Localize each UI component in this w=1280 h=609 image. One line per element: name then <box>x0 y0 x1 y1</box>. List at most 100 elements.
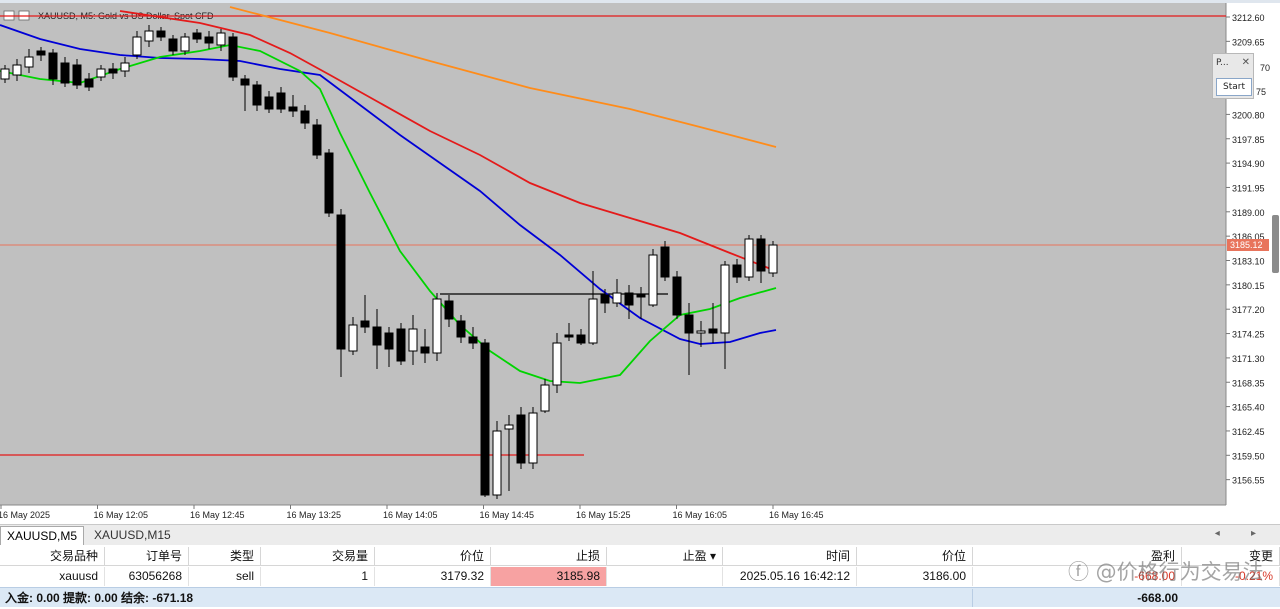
cell-take-profit[interactable] <box>607 567 723 586</box>
header-symbol[interactable]: 交易品种 <box>0 547 105 566</box>
cell-type[interactable]: sell <box>189 567 261 586</box>
bull-candle[interactable] <box>612 292 622 304</box>
bear-candle[interactable] <box>624 292 634 306</box>
bear-candle[interactable] <box>312 124 322 156</box>
bear-candle[interactable] <box>600 294 610 304</box>
bull-candle[interactable] <box>588 298 598 344</box>
cell-open-price[interactable]: 3179.32 <box>375 567 491 586</box>
bull-candle[interactable] <box>768 244 778 274</box>
bull-candle[interactable] <box>0 68 10 80</box>
tab-xauusd-m5[interactable]: XAUUSD,M5 <box>0 526 84 546</box>
bear-candle[interactable] <box>444 300 454 320</box>
bull-candle[interactable] <box>408 328 418 352</box>
bull-candle[interactable] <box>648 254 658 306</box>
bear-candle[interactable] <box>192 32 202 40</box>
bear-candle[interactable] <box>288 106 298 112</box>
cell-current-price[interactable]: 3186.00 <box>857 567 973 586</box>
header-take-profit[interactable]: 止盈 ▾ <box>607 547 723 566</box>
bear-candle[interactable] <box>456 320 466 338</box>
bear-candle[interactable] <box>228 36 238 78</box>
bear-candle[interactable] <box>84 78 94 88</box>
bull-candle[interactable] <box>696 330 706 334</box>
bear-candle[interactable] <box>660 246 670 278</box>
chart-canvas[interactable]: XAUUSD, M5: Gold vs US Dollar, Spot CFD 3… <box>0 3 1280 523</box>
bull-candle[interactable] <box>132 36 142 56</box>
cell-symbol[interactable]: xauusd <box>0 567 105 586</box>
bear-candle[interactable] <box>336 214 346 350</box>
header-stop-loss[interactable]: 止损 <box>491 547 607 566</box>
close-icon[interactable]: ✕ <box>1241 57 1250 68</box>
bear-candle[interactable] <box>372 326 382 346</box>
time-tick-label: 16 May 14:45 <box>480 510 535 520</box>
bear-candle[interactable] <box>756 238 766 272</box>
bull-candle[interactable] <box>744 238 754 278</box>
bear-candle[interactable] <box>564 334 574 338</box>
bear-candle[interactable] <box>300 110 310 124</box>
start-button[interactable]: Start <box>1216 78 1252 96</box>
cell-order-id[interactable]: 63056268 <box>105 567 189 586</box>
bear-candle[interactable] <box>324 152 334 214</box>
cell-profit[interactable]: -668.00 <box>972 567 1182 586</box>
bull-candle[interactable] <box>432 298 442 354</box>
bear-candle[interactable] <box>684 314 694 334</box>
bull-candle[interactable] <box>24 56 34 68</box>
time-tick-label: 16 May 15:25 <box>576 510 631 520</box>
tab-xauusd-m15[interactable]: XAUUSD,M15 <box>94 528 171 542</box>
header-time[interactable]: 时间 <box>723 547 857 566</box>
tab-scroll-arrows-icon[interactable]: ◂ ▸ <box>1214 528 1270 539</box>
cell-time[interactable]: 2025.05.16 16:42:12 <box>723 567 857 586</box>
bull-candle[interactable] <box>528 412 538 464</box>
price-tick-label: 3171.30 <box>1232 354 1265 364</box>
bear-candle[interactable] <box>204 36 214 44</box>
bear-candle[interactable] <box>480 342 490 496</box>
bear-candle[interactable] <box>384 332 394 350</box>
header-profit[interactable]: 盈利 <box>972 547 1182 566</box>
cell-volume[interactable]: 1 <box>261 567 375 586</box>
bear-candle[interactable] <box>708 328 718 334</box>
bear-candle[interactable] <box>420 346 430 354</box>
bull-candle[interactable] <box>540 384 550 412</box>
bull-candle[interactable] <box>120 62 130 72</box>
bull-candle[interactable] <box>504 424 514 430</box>
plot-background[interactable] <box>0 3 1226 505</box>
bear-candle[interactable] <box>516 414 526 464</box>
price-chart[interactable]: XAUUSD, M5: Gold vs US Dollar, Spot CFD 3… <box>0 3 1280 523</box>
bear-candle[interactable] <box>672 276 682 316</box>
bear-candle[interactable] <box>252 84 262 106</box>
bear-candle[interactable] <box>576 334 586 344</box>
bear-candle[interactable] <box>360 320 370 328</box>
bear-candle[interactable] <box>108 68 118 74</box>
bear-candle[interactable] <box>732 264 742 278</box>
bull-candle[interactable] <box>492 430 502 496</box>
header-volume[interactable]: 交易量 <box>261 547 375 566</box>
bull-candle[interactable] <box>144 30 154 42</box>
bear-candle[interactable] <box>36 50 46 56</box>
bear-candle[interactable] <box>48 52 58 80</box>
scroll-handle[interactable] <box>1272 215 1279 273</box>
bull-candle[interactable] <box>348 324 358 352</box>
bear-candle[interactable] <box>276 92 286 110</box>
bear-candle[interactable] <box>168 38 178 52</box>
cell-change[interactable]: -0.21% <box>1182 567 1280 586</box>
bear-candle[interactable] <box>468 336 478 344</box>
bear-candle[interactable] <box>72 64 82 86</box>
header-open-price[interactable]: 价位 <box>375 547 491 566</box>
bull-candle[interactable] <box>96 68 106 78</box>
bear-candle[interactable] <box>636 294 646 298</box>
header-current-price[interactable]: 价位 <box>857 547 973 566</box>
header-order-id[interactable]: 订单号 <box>105 547 189 566</box>
header-type[interactable]: 类型 <box>189 547 261 566</box>
bear-candle[interactable] <box>396 328 406 362</box>
bull-candle[interactable] <box>180 36 190 52</box>
bull-candle[interactable] <box>720 264 730 334</box>
bull-candle[interactable] <box>552 342 562 386</box>
bear-candle[interactable] <box>156 30 166 38</box>
header-change[interactable]: 变更 <box>1182 547 1280 566</box>
bear-candle[interactable] <box>60 62 70 84</box>
bull-candle[interactable] <box>216 32 226 46</box>
bear-candle[interactable] <box>264 96 274 110</box>
cell-stop-loss[interactable]: 3185.98 <box>491 567 607 586</box>
price-tick-label: 70 <box>1260 63 1270 73</box>
bull-candle[interactable] <box>12 64 22 76</box>
bear-candle[interactable] <box>240 78 250 86</box>
